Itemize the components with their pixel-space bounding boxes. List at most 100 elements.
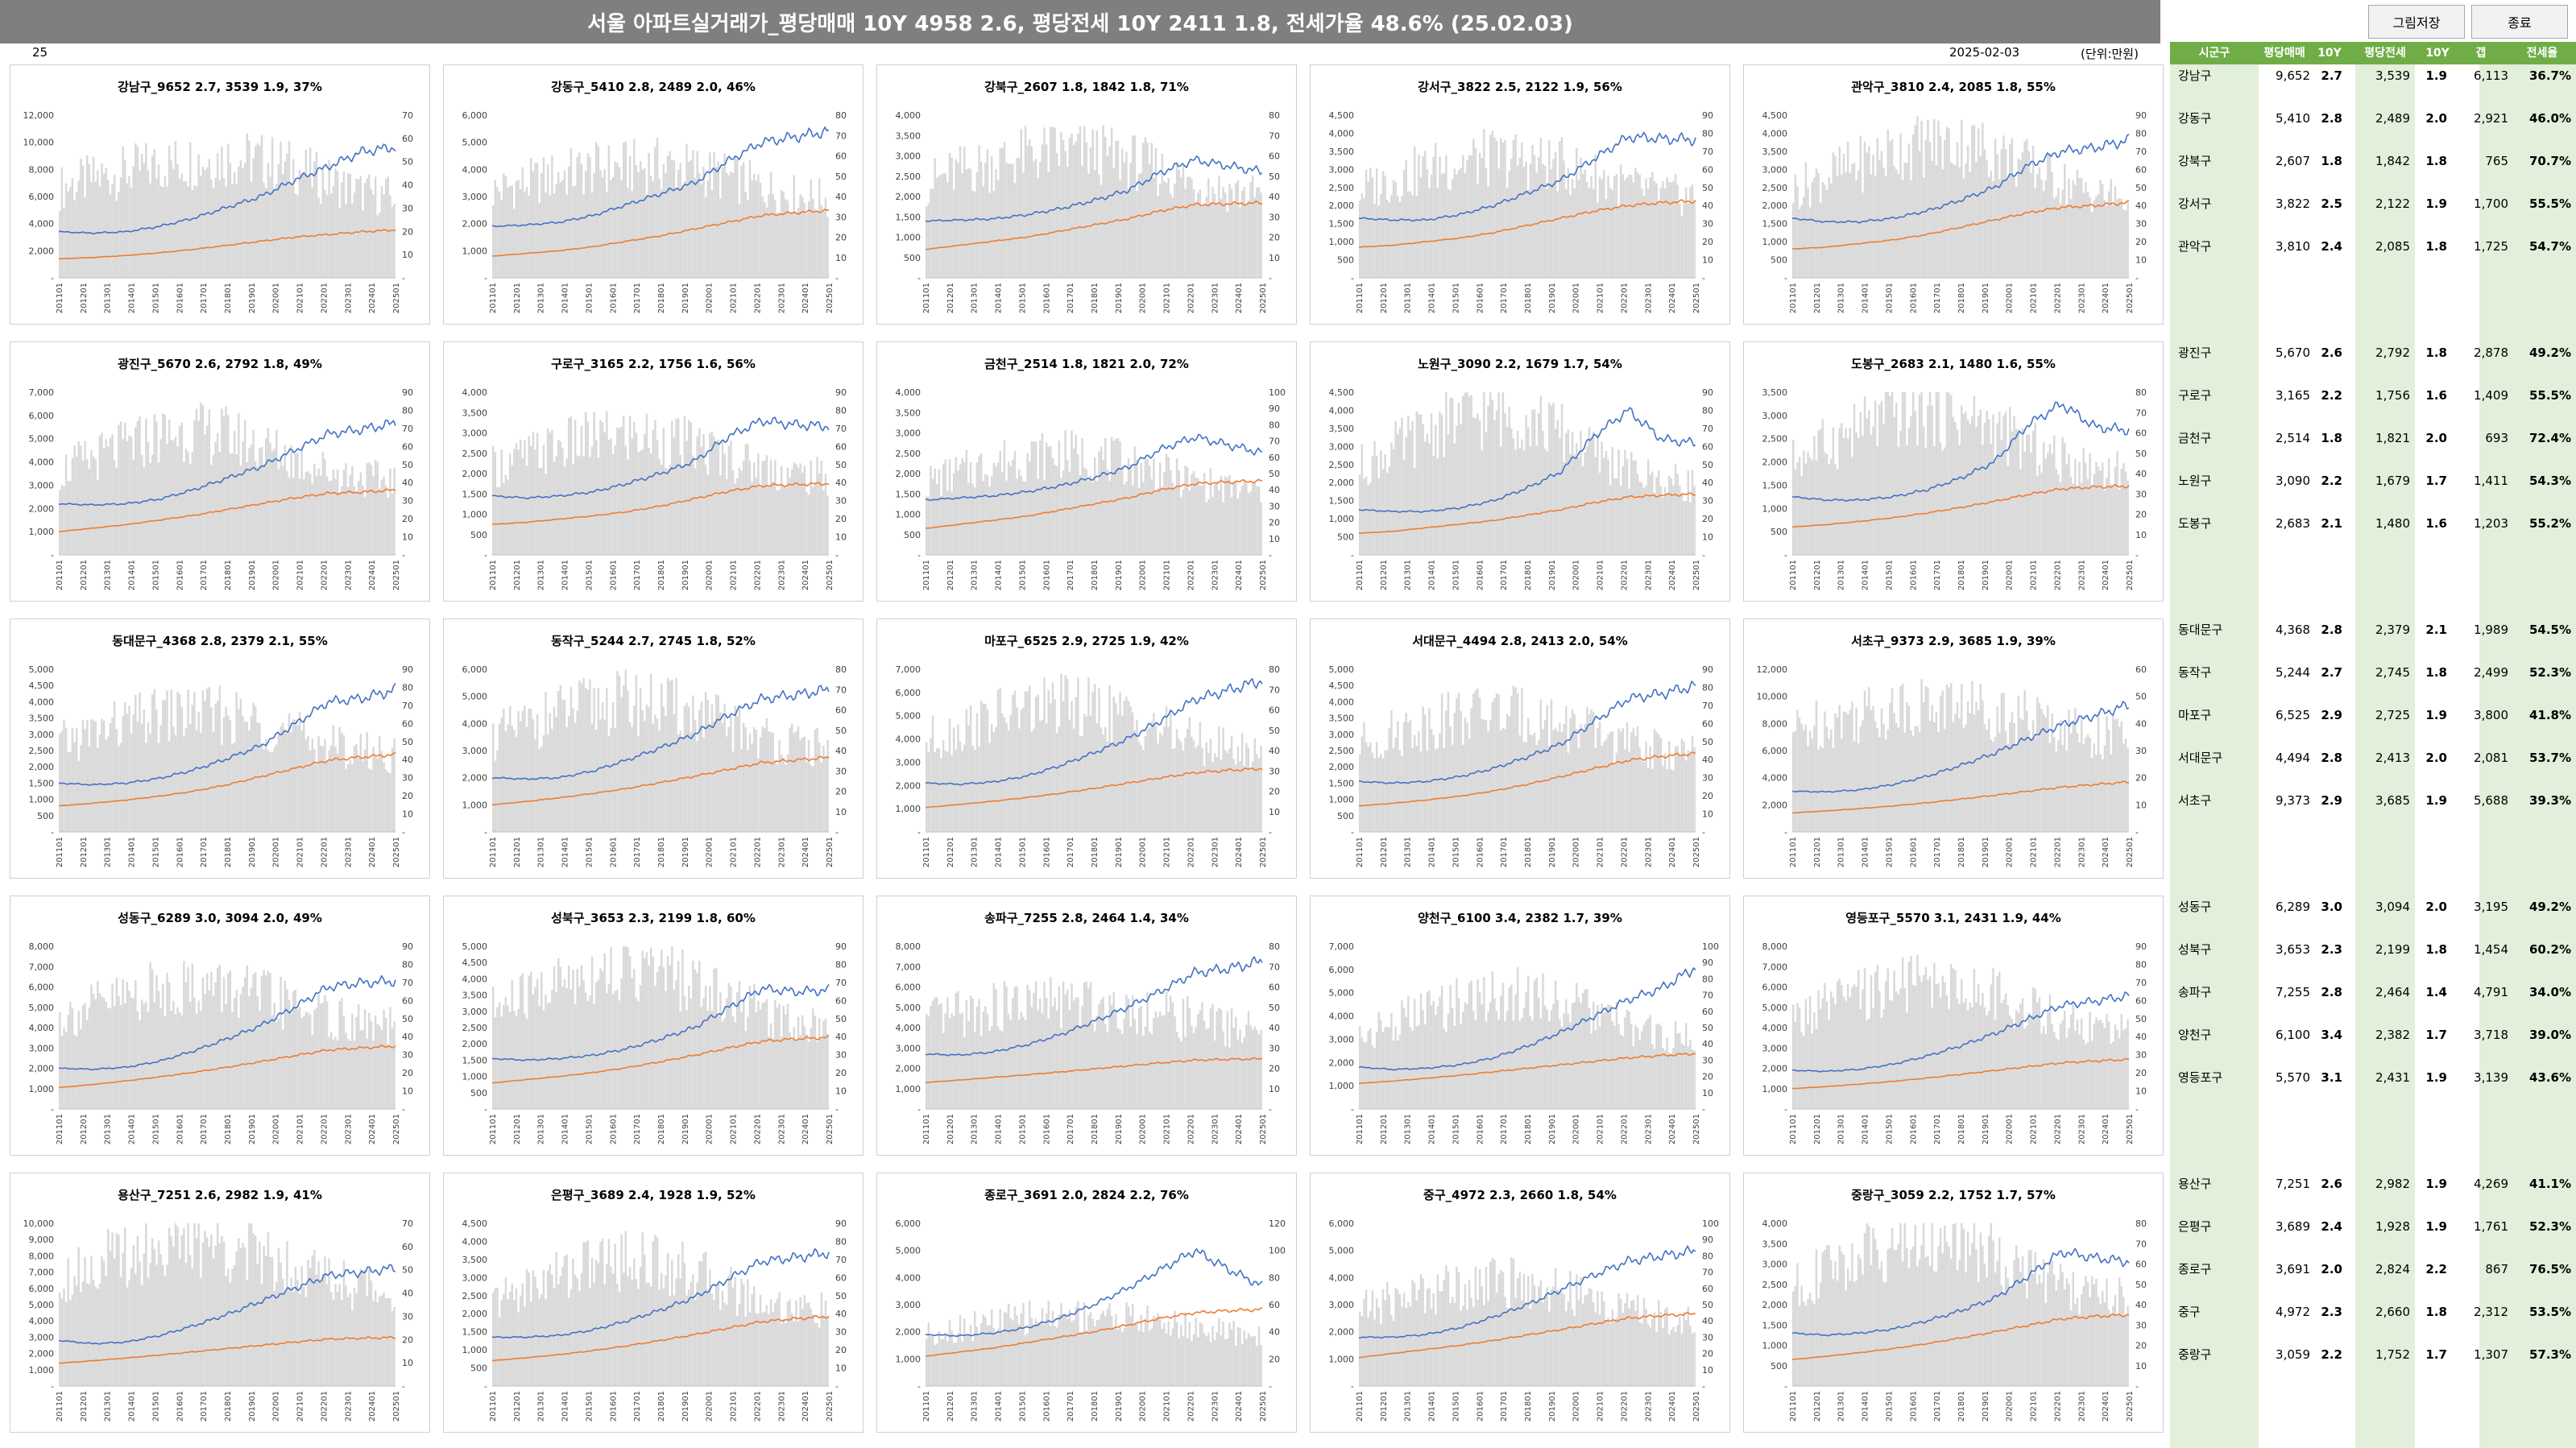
x-tick-label: 202201 <box>1187 837 1195 867</box>
volume-bar <box>785 764 787 832</box>
x-tick-label: 201601 <box>609 1114 618 1144</box>
volume-bar <box>191 189 194 278</box>
volume-bar <box>252 158 255 278</box>
x-tick-label: 202301 <box>344 283 353 313</box>
volume-bar <box>187 186 189 278</box>
exit-button[interactable]: 종료 <box>2471 5 2568 39</box>
volume-bar <box>1127 1305 1130 1386</box>
volume-bar <box>1447 1014 1450 1109</box>
volume-bar <box>822 490 825 555</box>
volume-bar <box>776 1298 779 1386</box>
volume-bar <box>1800 1285 1803 1386</box>
left-tick-label: 8,000 <box>896 941 921 952</box>
sale-price-line <box>58 143 396 234</box>
volume-bar <box>561 699 564 832</box>
x-tick-label: 202501 <box>1692 283 1701 313</box>
volume-bar <box>1157 488 1159 555</box>
save-image-button[interactable]: 그림저장 <box>2368 5 2465 39</box>
volume-bar <box>709 152 711 278</box>
rent-price-line <box>491 755 830 806</box>
volume-bar <box>1098 1319 1100 1386</box>
left-tick-label: 1,000 <box>1762 1084 1788 1094</box>
volume-bar <box>988 1031 991 1109</box>
right-tick-label: 50 <box>2135 1280 2147 1290</box>
volume-bar <box>1123 701 1126 832</box>
volume-bar <box>259 1011 261 1109</box>
volume-bar <box>1990 170 1993 278</box>
volume-bar <box>2069 476 2073 555</box>
volume-bar <box>1554 980 1557 1109</box>
volume-bar <box>1016 986 1018 1109</box>
volume-bar <box>256 1264 259 1386</box>
x-tick-label: 201901 <box>248 837 257 867</box>
volume-bar <box>1068 1010 1071 1109</box>
volume-bar <box>1161 488 1164 555</box>
volume-bar <box>357 480 360 555</box>
volume-bar <box>216 432 219 555</box>
volume-bar <box>1144 457 1147 555</box>
volume-bar <box>534 739 536 832</box>
volume-bar <box>2030 452 2032 555</box>
volume-bar <box>1167 1321 1170 1386</box>
volume-bar <box>687 986 690 1109</box>
volume-bar <box>1965 163 1967 278</box>
x-tick-label: 201601 <box>1042 837 1051 867</box>
volume-bar <box>1521 688 1523 832</box>
volume-bar <box>969 995 972 1109</box>
volume-bar <box>789 1032 791 1109</box>
volume-bar <box>2057 188 2060 278</box>
volume-bar <box>2004 412 2007 555</box>
volume-bar <box>1045 723 1048 832</box>
volume-bar <box>1577 997 1580 1109</box>
x-tick-label: 202301 <box>777 560 786 590</box>
left-tick-label: 4,000 <box>1762 773 1788 784</box>
volume-bar <box>1906 163 1908 278</box>
volume-bar <box>105 439 107 555</box>
volume-bar <box>88 746 91 832</box>
volume-bar <box>1373 441 1376 555</box>
volume-bar <box>568 418 570 555</box>
volume-bar <box>700 701 703 832</box>
volume-bar <box>1205 1336 1207 1386</box>
volume-bar <box>513 449 516 555</box>
x-tick-label: 201301 <box>971 1391 979 1421</box>
volume-bar <box>210 1234 213 1386</box>
volume-bar <box>1824 983 1826 1109</box>
left-tick-label: 2,000 <box>1762 457 1788 468</box>
volume-bar <box>528 436 530 555</box>
volume-bar <box>1554 1268 1557 1386</box>
x-tick-label: 201301 <box>1404 560 1413 590</box>
volume-bar <box>2048 152 2052 278</box>
volume-bar <box>1392 1040 1395 1109</box>
volume-bar <box>1998 1237 2001 1386</box>
volume-bar <box>231 453 234 555</box>
left-tick-label: 4,000 <box>1329 405 1355 416</box>
volume-bar <box>2090 212 2094 278</box>
chart-title: 중구_4972 2.3, 2660 1.8, 54% <box>1423 1188 1617 1202</box>
right-tick-label: 30 <box>835 1327 847 1338</box>
volume-bar <box>1546 1287 1548 1386</box>
volume-bar <box>652 1241 655 1386</box>
volume-bar <box>1895 722 1898 832</box>
volume-bar <box>321 452 325 555</box>
volume-bar <box>119 1276 122 1386</box>
right-tick-label: - <box>402 1381 405 1392</box>
volume-bar <box>620 1234 623 1386</box>
volume-bar <box>1487 1012 1489 1109</box>
volume-bar <box>304 149 308 278</box>
volume-bar <box>1394 181 1397 278</box>
volume-bar <box>1235 1345 1237 1386</box>
volume-bar <box>1563 1012 1565 1109</box>
volume-bar <box>1504 1020 1506 1109</box>
volume-bar <box>1962 1002 1965 1109</box>
x-tick-label: 202301 <box>1211 560 1220 590</box>
right-tick-label: 50 <box>402 157 413 168</box>
volume-bar <box>2127 200 2129 278</box>
volume-bar <box>1849 710 1852 832</box>
volume-bar <box>639 1267 642 1386</box>
volume-bar <box>2082 192 2085 278</box>
volume-bar <box>2007 465 2009 555</box>
volume-bar <box>1906 445 1908 555</box>
volume-bar <box>1653 728 1656 832</box>
volume-bar <box>1796 186 1799 278</box>
